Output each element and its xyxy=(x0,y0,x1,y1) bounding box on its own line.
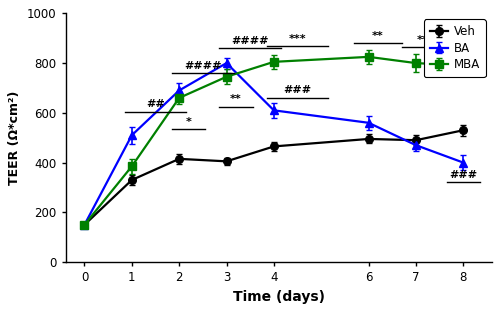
Y-axis label: TEER (Ω*cm²): TEER (Ω*cm²) xyxy=(8,90,22,185)
Text: **: ** xyxy=(372,31,384,41)
Text: ####: #### xyxy=(184,61,222,71)
Text: ***: *** xyxy=(416,35,434,45)
Text: **: ** xyxy=(230,94,242,104)
X-axis label: Time (days): Time (days) xyxy=(232,290,324,304)
Text: ###: ### xyxy=(449,170,478,180)
Text: ####: #### xyxy=(232,36,269,46)
Legend: Veh, BA, MBA: Veh, BA, MBA xyxy=(424,19,486,77)
Text: ###: ### xyxy=(284,85,312,95)
Text: ##: ## xyxy=(146,99,165,109)
Text: ***: *** xyxy=(288,34,306,44)
Text: **: ** xyxy=(458,37,469,47)
Text: *: * xyxy=(186,116,192,126)
